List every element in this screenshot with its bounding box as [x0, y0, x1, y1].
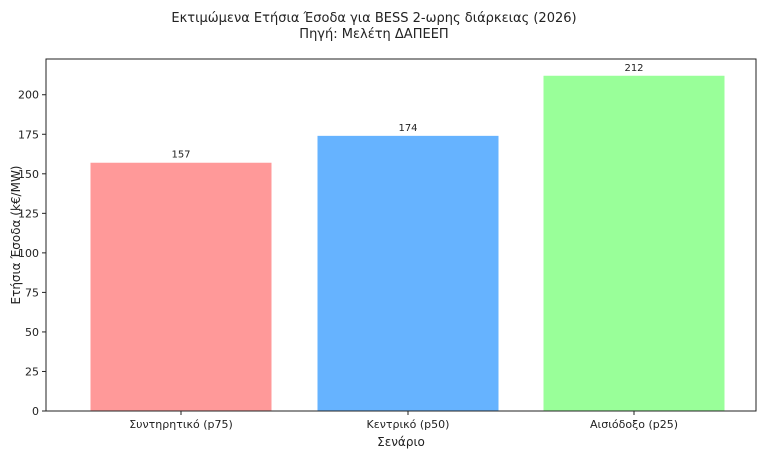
- bar: [90, 162, 272, 411]
- y-tick-label: 75: [25, 286, 39, 299]
- x-tick-label: Συντηρητικό (p75): [129, 418, 233, 431]
- data-label: 212: [624, 63, 643, 74]
- y-axis-label: Ετήσια Έσοδα (k€/MW): [9, 166, 23, 305]
- x-tick-label: Κεντρικό (p50): [367, 418, 450, 431]
- x-axis-label: Σενάριο: [377, 435, 425, 449]
- y-tick-label: 0: [32, 405, 39, 418]
- y-tick-label: 50: [25, 326, 39, 339]
- chart-title: Εκτιμώμενα Ετήσια Έσοδα για BESS 2-ωρης …: [171, 11, 576, 26]
- data-label: 174: [398, 123, 417, 134]
- bar: [317, 135, 499, 411]
- y-tick-label: 175: [18, 128, 39, 141]
- y-tick-label: 100: [18, 247, 39, 260]
- y-tick-label: 200: [18, 89, 39, 102]
- chart-subtitle: Πηγή: Μελέτη ΔΑΠΕΕΠ: [299, 27, 448, 42]
- y-tick-label: 150: [18, 168, 39, 181]
- plot-frame: [45, 58, 757, 412]
- bar: [543, 75, 725, 411]
- y-tick-label: 25: [25, 365, 39, 378]
- data-label: 157: [171, 150, 190, 161]
- x-tick-label: Αισιόδοξο (p25): [590, 418, 678, 431]
- y-tick-label: 125: [18, 207, 39, 220]
